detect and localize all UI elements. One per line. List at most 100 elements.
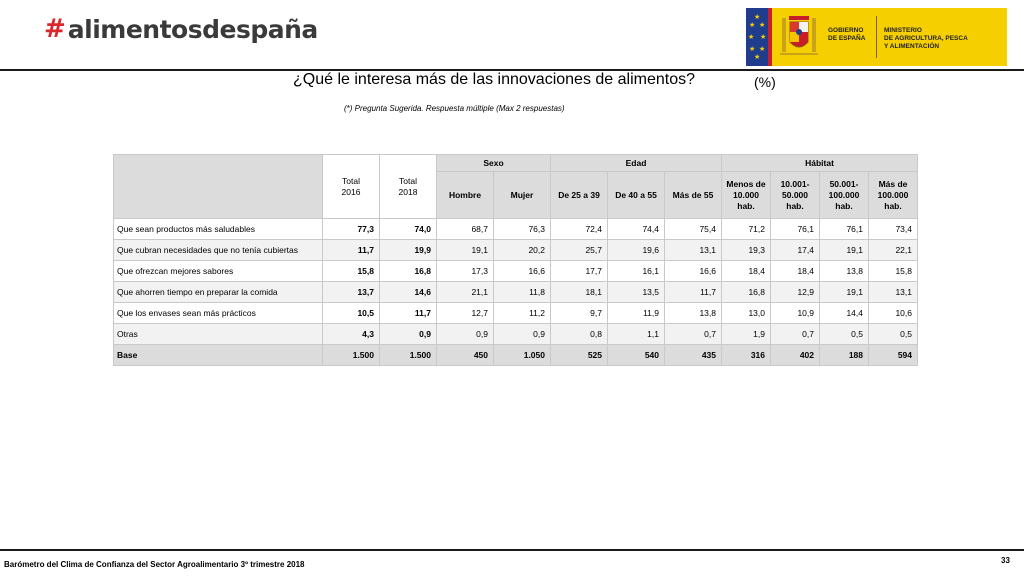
cell-value: 4,3 [322,323,380,345]
cell-value: 19,3 [721,239,771,261]
row-label: Que ahorren tiempo en preparar la comida [113,281,323,303]
cell-value: 13,0 [721,302,771,324]
cell-value: 450 [436,344,494,366]
cell-value: 11,7 [322,239,380,261]
cell-value: 16,1 [607,260,665,282]
eu-flag-icon: ★ ★ ★ ★ ★ ★ ★ ★ [746,8,768,66]
footer-divider [0,549,1024,551]
cell-value: 14,4 [819,302,869,324]
cell-value: 11,7 [664,281,722,303]
cell-value: 21,1 [436,281,494,303]
cell-value: 19,6 [607,239,665,261]
header-divider [0,69,1024,71]
cell-value: 11,7 [379,302,437,324]
cell-value: 16,6 [493,260,551,282]
header-age-over-55: Más de 55 [664,171,722,219]
cell-value: 76,1 [770,218,820,240]
header-habitat-3: 50.001- 100.000 hab. [819,171,869,219]
cell-value: 1.500 [379,344,437,366]
table-row: Que ahorren tiempo en preparar la comida… [113,281,918,303]
cell-value: 0,9 [493,323,551,345]
cell-value: 17,4 [770,239,820,261]
cell-value: 316 [721,344,771,366]
cell-value: 402 [770,344,820,366]
cell-value: 188 [819,344,869,366]
cell-value: 18,4 [770,260,820,282]
header-group-edad: Edad [550,154,722,172]
cell-value: 0,5 [868,323,918,345]
cell-value: 12,9 [770,281,820,303]
footer-caption: Barómetro del Clima de Confianza del Sec… [4,560,305,569]
cell-value: 13,8 [819,260,869,282]
table-row: Otras 4,3 0,9 0,9 0,9 0,8 1,1 0,7 1,9 0,7 0,5 0,5 [113,323,918,345]
cell-value: 18,4 [721,260,771,282]
cell-value: 13,1 [664,239,722,261]
cell-value: 9,7 [550,302,608,324]
cell-value: 1,1 [607,323,665,345]
header-habitat-1: Menos de 10.000 hab. [721,171,771,219]
cell-value: 13,1 [868,281,918,303]
cell-value: 13,5 [607,281,665,303]
cell-value: 16,8 [379,260,437,282]
cell-value: 10,5 [322,302,380,324]
table-row: Que ofrezcan mejores sabores 15,8 16,8 17,3… [113,260,918,282]
question-note: (*) Pregunta Sugerida. Respuesta múltipl… [344,104,565,113]
brand-hash-mark: # [44,14,66,44]
flag-stripe [768,8,772,66]
government-logo: ★ ★ ★ ★ ★ ★ ★ ★ GOBIERNO DE ESPAÑA MINIS… [746,8,1007,66]
cell-value: 0,9 [436,323,494,345]
cell-value: 1,9 [721,323,771,345]
header-group-habitat: Hábitat [721,154,918,172]
header-habitat-2: 10.001- 50.000 hab. [770,171,820,219]
brand-logo: # alimentosdespaña [44,14,318,44]
cell-value: 75,4 [664,218,722,240]
table-row: Base 1.500 1.500 450 1.050 525 540 435 316 402 188… [113,344,918,366]
header-total-2018: Total 2018 [379,154,437,219]
ministry-label: MINISTERIO DE AGRICULTURA, PESCA Y ALIME… [884,27,968,50]
cell-value: 19,1 [436,239,494,261]
table-row: Que los envases sean más prácticos 10,5 11… [113,302,918,324]
cell-value: 0,9 [379,323,437,345]
coat-of-arms-icon [780,16,818,55]
table-corner-cell [113,154,323,219]
gobierno-de-espana-label: GOBIERNO DE ESPAÑA [828,27,866,42]
cell-value: 15,8 [322,260,380,282]
cell-value: 10,6 [868,302,918,324]
row-label: Que ofrezcan mejores sabores [113,260,323,282]
brand-name: alimentosdespaña [67,14,318,44]
cell-value: 17,7 [550,260,608,282]
cell-value: 16,8 [721,281,771,303]
cell-value: 19,9 [379,239,437,261]
cell-value: 594 [868,344,918,366]
cell-value: 12,7 [436,302,494,324]
cell-value: 1.500 [322,344,380,366]
cell-value: 525 [550,344,608,366]
table-row: Que sean productos más saludables 77,3 74,… [113,218,918,240]
row-label: Que cubran necesidades que no tenía cubi… [113,239,323,261]
cell-value: 13,7 [322,281,380,303]
cell-value: 18,1 [550,281,608,303]
header-age-25-39: De 25 a 39 [550,171,608,219]
cell-value: 68,7 [436,218,494,240]
cell-value: 16,6 [664,260,722,282]
cell-value: 0,8 [550,323,608,345]
logo-divider [876,16,877,58]
cell-value: 0,5 [819,323,869,345]
header-mujer: Mujer [493,171,551,219]
header-habitat-4: Más de 100.000 hab. [868,171,918,219]
cell-value: 76,1 [819,218,869,240]
cell-value: 17,3 [436,260,494,282]
page-number: 33 [1001,556,1010,565]
cell-value: 19,1 [819,239,869,261]
cell-value: 19,1 [819,281,869,303]
cell-value: 22,1 [868,239,918,261]
cell-value: 20,2 [493,239,551,261]
cell-value: 73,4 [868,218,918,240]
cell-value: 14,6 [379,281,437,303]
row-label: Que los envases sean más prácticos [113,302,323,324]
row-label: Otras [113,323,323,345]
cell-value: 72,4 [550,218,608,240]
cell-value: 0,7 [770,323,820,345]
cell-value: 11,2 [493,302,551,324]
table-row: Que cubran necesidades que no tenía cubi… [113,239,918,261]
